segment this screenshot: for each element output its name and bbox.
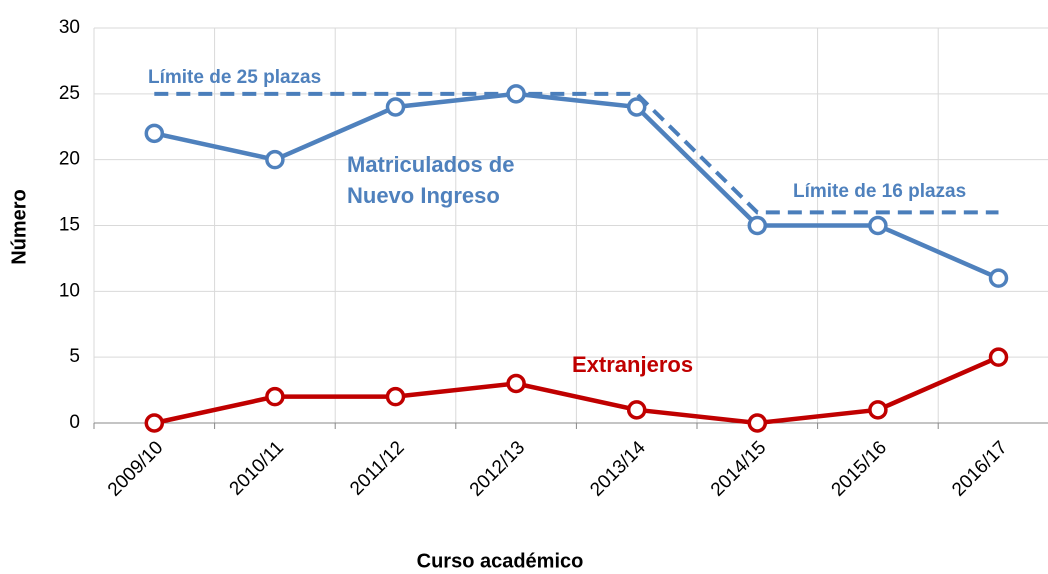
point <box>626 97 647 117</box>
series-label: Extranjeros <box>572 352 694 377</box>
point <box>868 215 888 236</box>
point <box>988 268 1009 288</box>
x-tick-label: 2014/15 <box>707 437 770 500</box>
series-line <box>153 355 1000 426</box>
series-line <box>153 91 1000 281</box>
point <box>265 386 285 407</box>
x-axis-title: Curso académico <box>417 550 584 572</box>
series-label: Matriculados de Nuevo Ingreso <box>347 152 515 208</box>
x-tick-label: 2013/14 <box>586 437 650 501</box>
y-tick-label: 30 <box>59 17 80 38</box>
x-tick-label: 2012/13 <box>466 437 529 500</box>
x-tick-label: 2010/11 <box>226 437 288 499</box>
point <box>385 97 406 117</box>
point <box>385 386 406 407</box>
x-tick-label: 2009/10 <box>104 437 167 500</box>
y-tick-label: 10 <box>59 280 80 301</box>
point <box>747 413 768 433</box>
y-tick-label: 20 <box>59 149 80 170</box>
point <box>988 347 1009 367</box>
y-tick-label: 5 <box>69 346 80 367</box>
point <box>868 400 888 420</box>
x-tick-label: 2016/17 <box>948 437 1011 500</box>
annotation: Límite de 16 plazas <box>793 181 967 202</box>
point <box>626 400 647 420</box>
point <box>144 413 165 433</box>
point <box>506 373 526 394</box>
annotation: Límite de 25 plazas <box>148 67 322 88</box>
limit-line <box>154 91 999 215</box>
point <box>265 149 285 170</box>
y-tick-label: 15 <box>59 215 80 236</box>
point <box>506 84 526 104</box>
x-tick-label: 2011/12 <box>346 437 408 499</box>
y-tick-label: 25 <box>59 83 80 104</box>
y-axis-title: Número <box>8 189 30 265</box>
point <box>144 123 165 144</box>
y-tick-label: 0 <box>69 412 80 433</box>
point <box>747 215 768 236</box>
x-tick-label: 2015/16 <box>828 437 891 500</box>
